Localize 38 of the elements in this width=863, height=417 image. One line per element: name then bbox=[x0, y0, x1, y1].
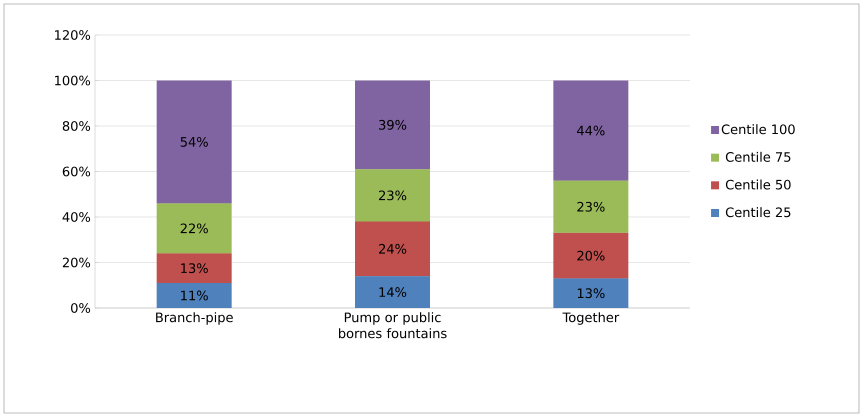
bar bbox=[355, 80, 430, 170]
y-tick-label: 0% bbox=[71, 303, 90, 313]
x-tick-label: Pump or public bornes fountains bbox=[339, 312, 447, 338]
y-tick-label: 40% bbox=[62, 212, 90, 222]
bar bbox=[553, 80, 628, 181]
bar bbox=[156, 80, 232, 204]
y-tick-label: 100% bbox=[55, 76, 90, 86]
legend-label: Centile 50 bbox=[726, 179, 791, 190]
data-label: 24% bbox=[379, 244, 406, 254]
bar bbox=[553, 278, 628, 308]
data-label: 14% bbox=[379, 287, 406, 297]
data-label: 54% bbox=[180, 137, 208, 147]
legend-label: Centile 100 bbox=[722, 124, 795, 134]
bar bbox=[355, 222, 430, 276]
y-tick-label: 20% bbox=[62, 258, 90, 268]
x-tick-label: Branch-pipe bbox=[156, 312, 233, 325]
x-tick-label: Together bbox=[562, 312, 620, 325]
bar bbox=[355, 169, 430, 222]
legend-label: Centile 75 bbox=[726, 152, 790, 162]
bar bbox=[355, 276, 430, 308]
y-tick-label: 60% bbox=[62, 166, 90, 176]
bar bbox=[553, 232, 628, 278]
data-label: 39% bbox=[379, 120, 406, 130]
data-label: 44% bbox=[577, 126, 605, 136]
bar bbox=[156, 253, 232, 283]
y-tick-label: 80% bbox=[62, 121, 90, 131]
bar bbox=[156, 203, 232, 254]
data-label: 13% bbox=[181, 263, 208, 274]
data-label: 23% bbox=[577, 202, 605, 212]
data-label: 20% bbox=[577, 250, 605, 261]
data-label: 22% bbox=[180, 223, 208, 234]
legend-label: Centile 25 bbox=[726, 207, 790, 218]
data-label: 11% bbox=[181, 290, 208, 300]
y-tick-label: 120% bbox=[55, 30, 90, 40]
data-label: 13% bbox=[578, 288, 605, 298]
bar bbox=[156, 282, 232, 308]
data-label: 23% bbox=[379, 190, 406, 200]
bar bbox=[553, 180, 628, 233]
